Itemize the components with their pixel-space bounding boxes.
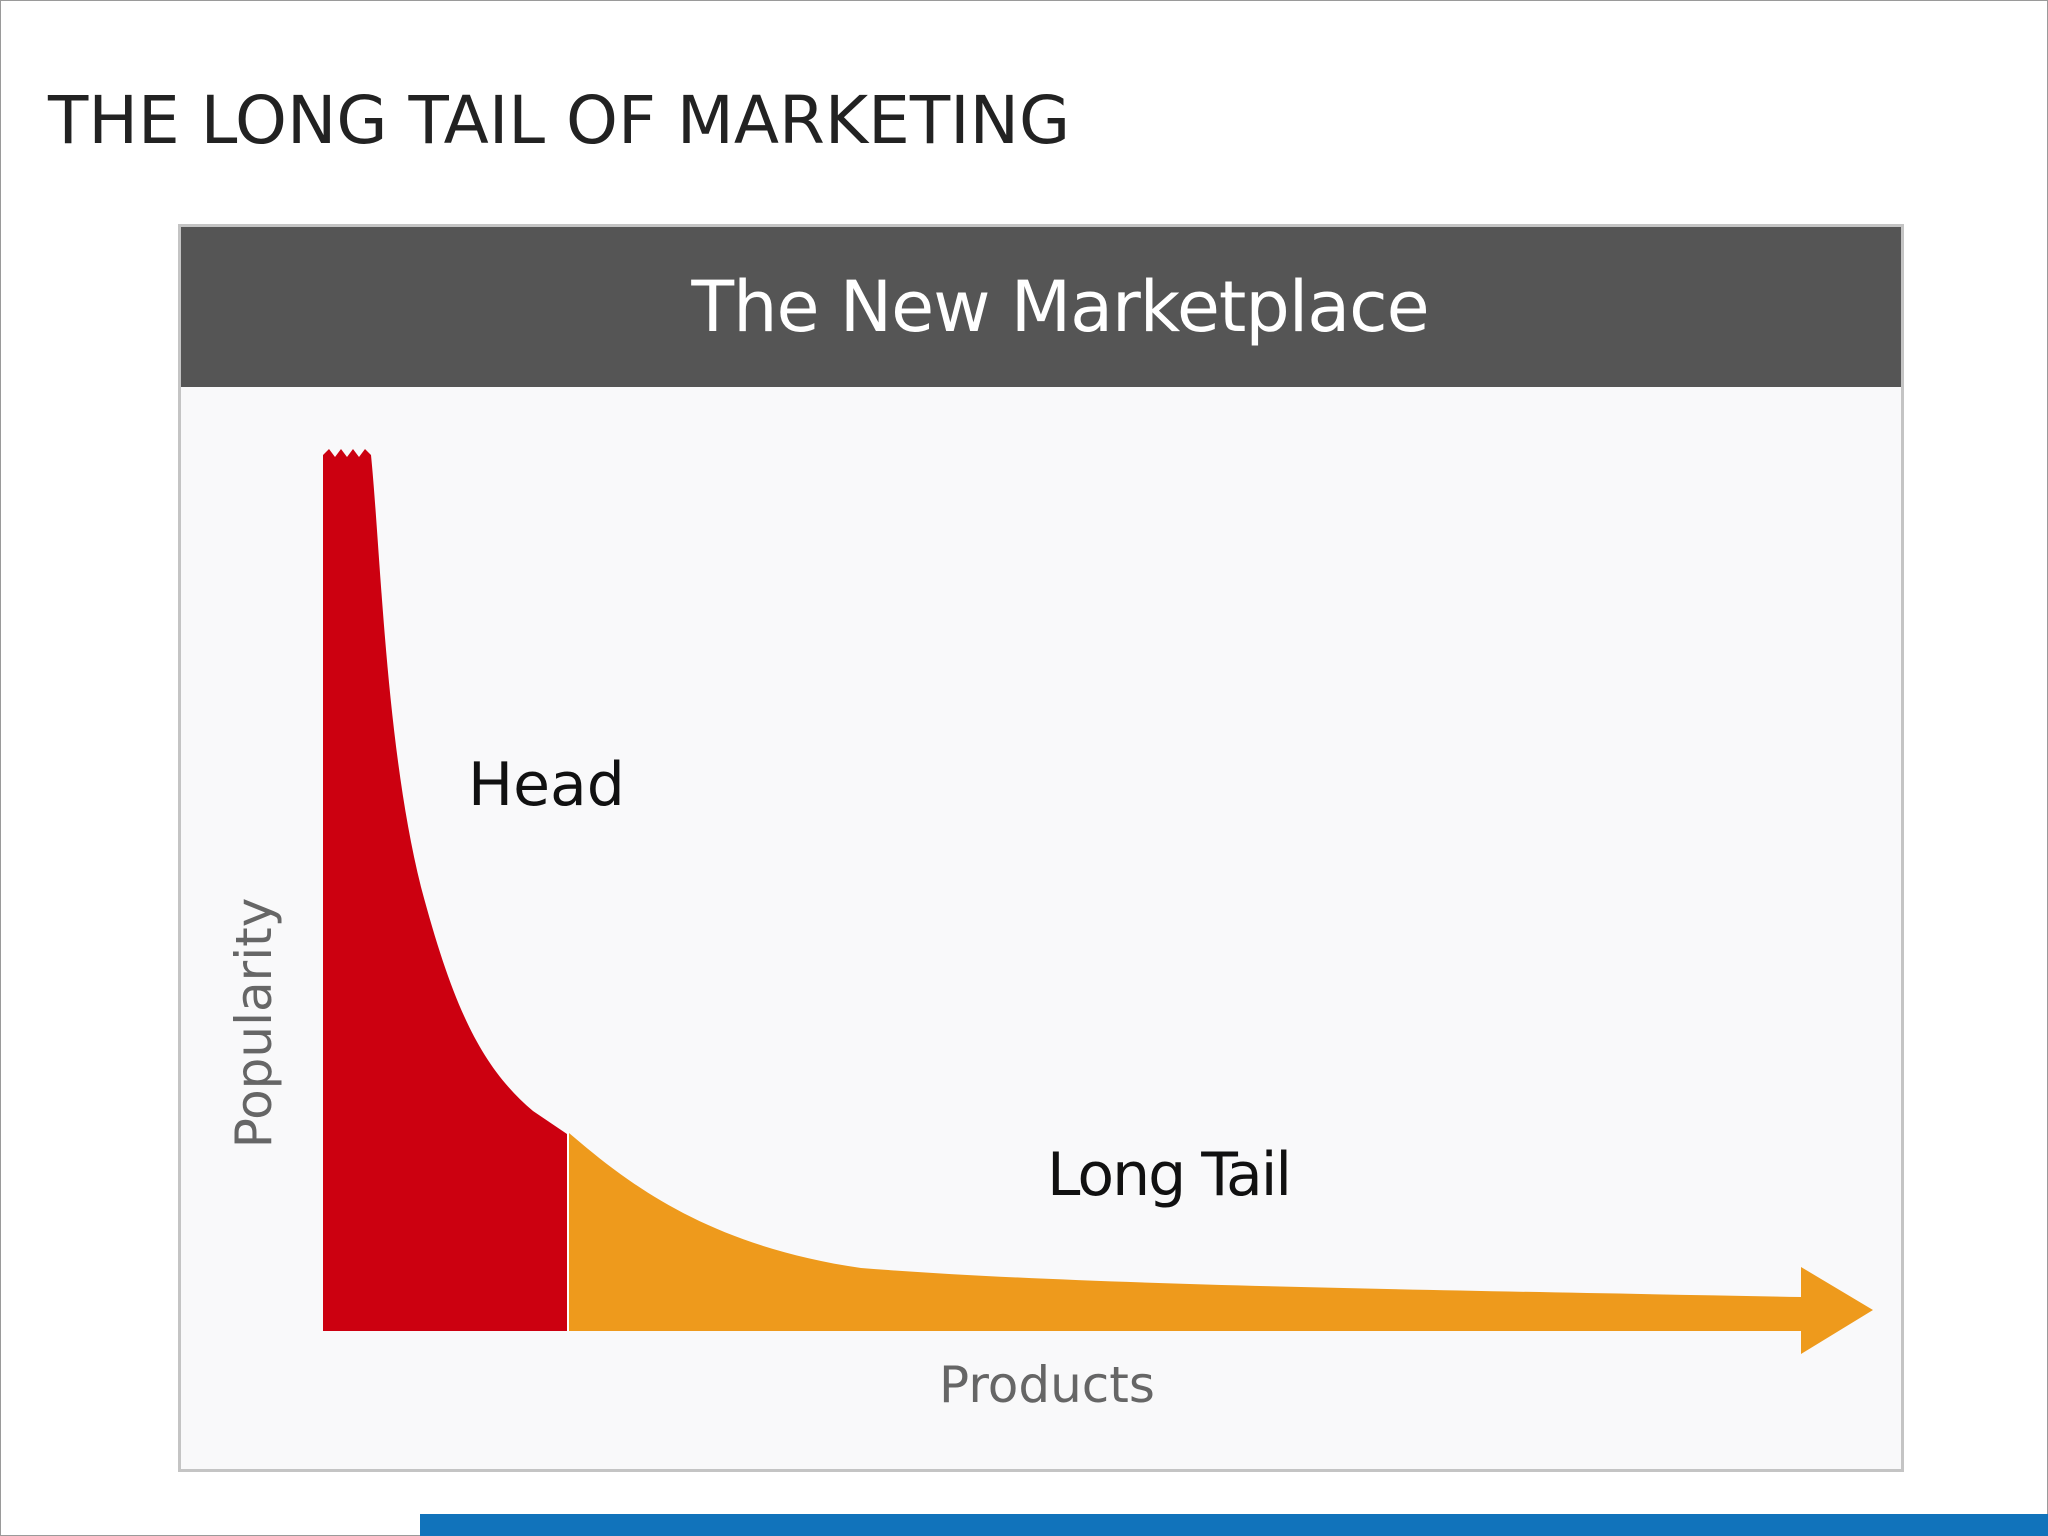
- long-tail-label: Long Tail: [1047, 1140, 1290, 1210]
- head-label: Head: [468, 750, 625, 820]
- x-axis-label: Products: [939, 1356, 1155, 1414]
- figure-header-title: The New Marketplace: [691, 266, 1429, 348]
- y-axis-label: Popularity: [225, 898, 283, 1149]
- head-area: [323, 449, 567, 1331]
- long-tail-figure: The New Marketplace Head Long Tail Popul…: [178, 224, 1904, 1472]
- accent-bar: [420, 1514, 2048, 1536]
- long-tail-area: [569, 1133, 1873, 1354]
- long-tail-diagram: Head Long Tail Popularity Products: [225, 449, 1873, 1414]
- slide-title: THE LONG TAIL OF MARKETING: [48, 82, 1071, 159]
- figure-header: The New Marketplace: [181, 227, 1901, 387]
